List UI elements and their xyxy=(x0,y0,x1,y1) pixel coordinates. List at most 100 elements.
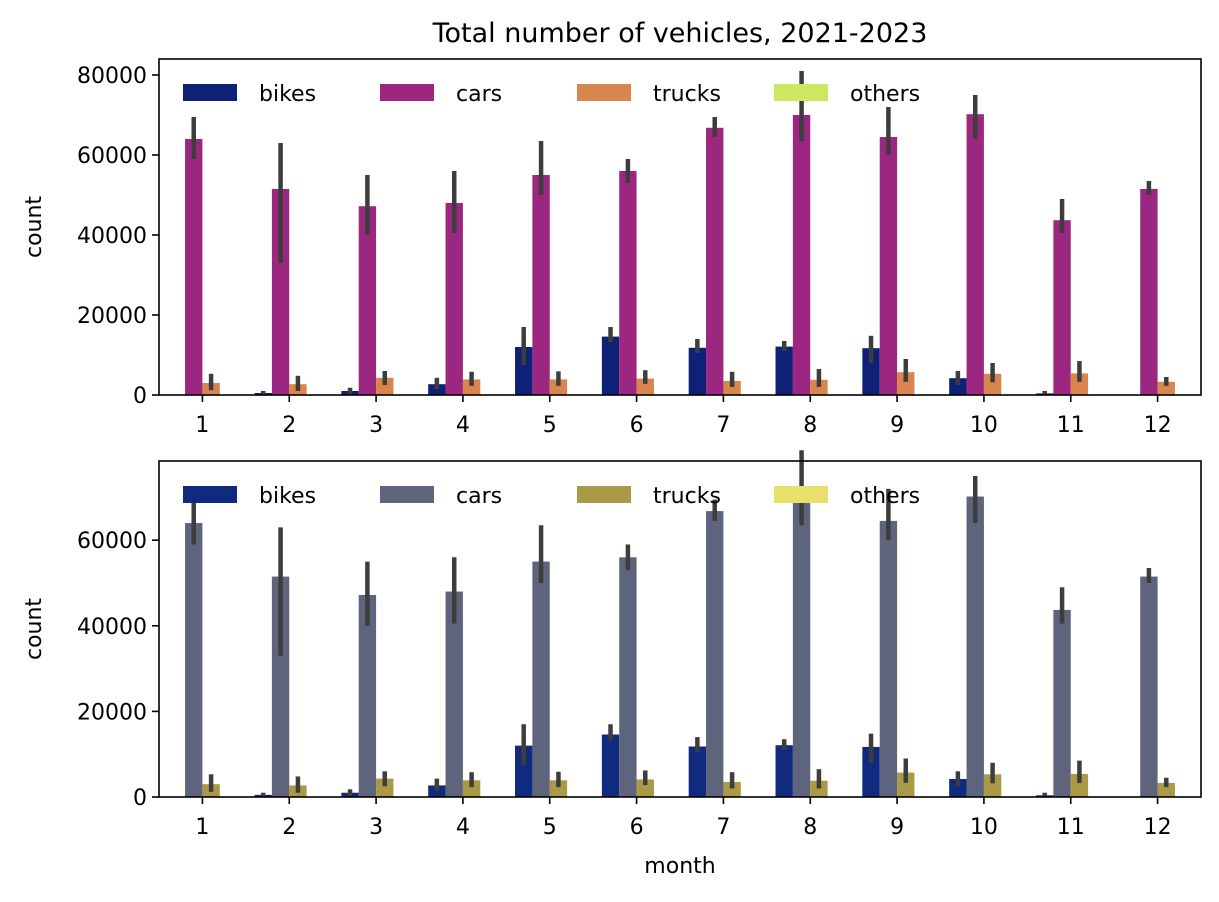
legend-label-bikes: bikes xyxy=(259,484,316,509)
bar-trucks-7 xyxy=(723,782,741,797)
x-tick-label-5: 5 xyxy=(543,413,557,438)
bar-trucks-5 xyxy=(549,379,568,395)
legend-label-cars: cars xyxy=(456,484,502,509)
bar-bikes-5 xyxy=(515,347,533,395)
bar-bikes-9 xyxy=(862,348,880,395)
bar-bikes-7 xyxy=(688,746,707,797)
y-axis-label: count xyxy=(22,196,47,258)
top-chart-panel: 1 2 3 4 5 6 7 8 9 10 11 12020000400006000080000coun… xyxy=(22,58,1202,438)
bar-cars-9 xyxy=(879,520,898,797)
legend-label-cars: cars xyxy=(456,82,502,107)
bar-trucks-12 xyxy=(1157,782,1175,797)
bar-bikes-10 xyxy=(949,378,967,395)
bar-bikes-6 xyxy=(601,734,620,797)
bar-trucks-10 xyxy=(983,373,1002,395)
x-tick-label-9: 9 xyxy=(890,815,904,840)
bar-cars-9 xyxy=(879,137,898,395)
x-tick-label-12: 12 xyxy=(1144,815,1172,840)
legend-swatch-bikes xyxy=(183,84,237,101)
bar-trucks-4 xyxy=(462,780,481,797)
bar-cars-5 xyxy=(532,561,550,797)
legend-swatch-cars xyxy=(380,84,434,101)
x-tick-label-7: 7 xyxy=(716,413,730,438)
x-tick-label-10: 10 xyxy=(970,413,998,438)
x-tick-label-1: 1 xyxy=(195,413,209,438)
bar-trucks-8 xyxy=(810,379,828,395)
legend-swatch-others xyxy=(774,84,828,101)
bar-bikes-6 xyxy=(601,336,620,395)
bar-cars-5 xyxy=(532,175,550,395)
x-tick-label-3: 3 xyxy=(369,413,383,438)
x-tick-label-5: 5 xyxy=(543,815,557,840)
x-tick-label-7: 7 xyxy=(716,815,730,840)
bar-bikes-8 xyxy=(775,346,793,395)
bar-trucks-3 xyxy=(376,377,394,395)
bar-cars-12 xyxy=(1140,576,1158,797)
x-tick-label-8: 8 xyxy=(803,815,817,840)
x-tick-label-11: 11 xyxy=(1057,815,1085,840)
x-tick-label-2: 2 xyxy=(282,815,296,840)
bar-cars-2 xyxy=(271,189,290,395)
legend-swatch-cars xyxy=(380,486,434,503)
x-axis-label: month xyxy=(644,854,715,879)
legend-swatch-trucks xyxy=(577,84,631,101)
bar-trucks-8 xyxy=(810,780,828,797)
legend-label-trucks: trucks xyxy=(653,82,721,107)
bar-trucks-5 xyxy=(549,780,568,797)
bar-cars-6 xyxy=(619,171,637,395)
bar-trucks-11 xyxy=(1070,373,1089,395)
axes-frame xyxy=(158,58,1202,396)
bar-bikes-10 xyxy=(949,779,967,797)
bar-cars-8 xyxy=(792,497,811,797)
bar-cars-10 xyxy=(966,496,984,797)
x-tick-label-4: 4 xyxy=(456,413,470,438)
bar-cars-12 xyxy=(1140,189,1158,395)
legend-swatch-others xyxy=(774,486,828,503)
x-tick-label-12: 12 xyxy=(1144,413,1172,438)
bar-trucks-7 xyxy=(723,381,741,395)
bar-cars-7 xyxy=(706,127,724,396)
bar-bikes-7 xyxy=(688,347,707,395)
bar-bikes-4 xyxy=(428,785,446,797)
legend-swatch-bikes xyxy=(183,486,237,503)
y-tick-label-60000: 60000 xyxy=(77,144,147,169)
legend-swatch-trucks xyxy=(577,486,631,503)
bar-trucks-12 xyxy=(1157,381,1175,395)
y-tick-label-20000: 20000 xyxy=(77,700,147,725)
y-tick-label-0: 0 xyxy=(133,786,147,811)
chart-title: Total number of vehicles, 2021-2023 xyxy=(432,18,928,49)
y-tick-label-60000: 60000 xyxy=(77,529,147,554)
legend-label-bikes: bikes xyxy=(259,82,316,107)
y-tick-label-20000: 20000 xyxy=(77,304,147,329)
bar-trucks-10 xyxy=(983,774,1002,797)
axes-frame xyxy=(158,460,1202,798)
bar-cars-1 xyxy=(185,139,203,395)
bar-cars-8 xyxy=(792,115,811,395)
y-axis-label: count xyxy=(22,598,47,660)
bar-cars-7 xyxy=(706,511,724,797)
bar-cars-3 xyxy=(358,594,377,797)
bar-trucks-9 xyxy=(897,772,915,797)
bar-bikes-4 xyxy=(428,384,446,395)
bar-cars-11 xyxy=(1053,220,1071,395)
bar-cars-6 xyxy=(619,557,637,797)
bar-trucks-6 xyxy=(636,378,654,395)
bar-cars-2 xyxy=(271,576,290,797)
y-tick-label-0: 0 xyxy=(133,384,147,409)
bar-cars-1 xyxy=(185,523,203,797)
x-tick-label-1: 1 xyxy=(195,815,209,840)
bar-bikes-9 xyxy=(862,746,880,797)
bar-trucks-3 xyxy=(376,778,394,797)
x-tick-label-8: 8 xyxy=(803,413,817,438)
legend-label-others: others xyxy=(850,82,920,107)
bar-trucks-6 xyxy=(636,779,654,797)
bar-cars-10 xyxy=(966,114,984,395)
x-tick-label-6: 6 xyxy=(630,815,644,840)
bar-cars-11 xyxy=(1053,609,1071,797)
bar-trucks-4 xyxy=(462,379,481,395)
bar-cars-4 xyxy=(445,203,463,395)
bar-cars-4 xyxy=(445,591,463,797)
legend-label-trucks: trucks xyxy=(653,484,721,509)
legend-label-others: others xyxy=(850,484,920,509)
